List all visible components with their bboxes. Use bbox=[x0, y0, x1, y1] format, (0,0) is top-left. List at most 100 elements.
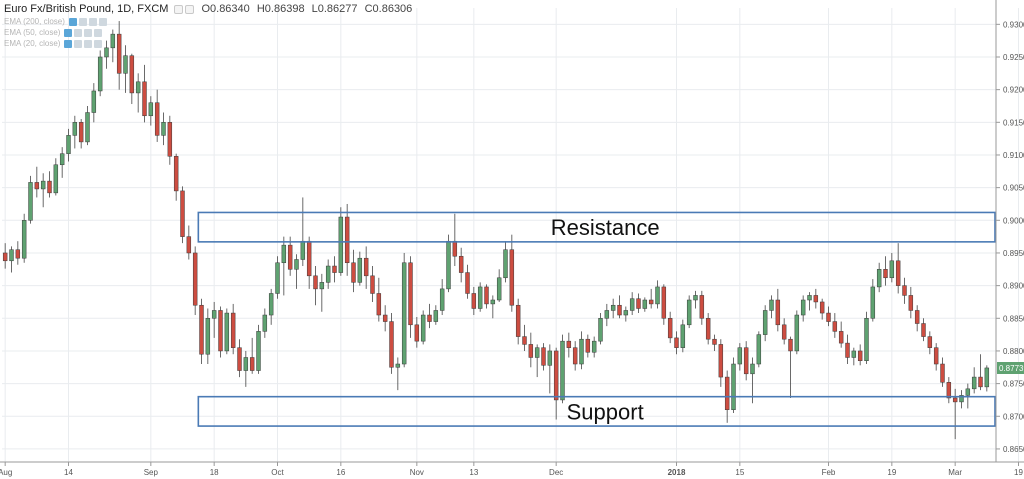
candle bbox=[313, 266, 318, 306]
close-icon[interactable] bbox=[94, 39, 103, 48]
candle-body bbox=[237, 347, 242, 371]
time-tick-label: Mar bbox=[948, 468, 962, 477]
candle bbox=[921, 318, 926, 342]
candle bbox=[661, 284, 667, 325]
eye-icon[interactable] bbox=[64, 39, 73, 48]
candle-body bbox=[161, 122, 166, 136]
time-axis[interactable]: Aug 14 Sep 18 Oct 16 Nov 13 Dec 2018 15 Feb 19 Mar 19 bbox=[0, 461, 1024, 477]
candle-body bbox=[338, 216, 344, 273]
close-icon[interactable] bbox=[98, 17, 107, 26]
candle bbox=[680, 319, 686, 353]
candle bbox=[978, 354, 983, 391]
candle bbox=[123, 45, 128, 93]
candle-body bbox=[363, 257, 369, 277]
candle bbox=[199, 298, 204, 365]
high-label: H bbox=[256, 3, 265, 15]
candle bbox=[344, 203, 350, 276]
candle-body bbox=[249, 357, 255, 371]
candle bbox=[78, 119, 84, 149]
candle-body bbox=[180, 190, 185, 237]
candle bbox=[705, 313, 711, 345]
gear-icon[interactable] bbox=[78, 17, 87, 26]
candle-body bbox=[218, 310, 223, 352]
candle-body bbox=[541, 347, 546, 366]
eye-icon[interactable] bbox=[68, 17, 77, 26]
eye-icon[interactable] bbox=[64, 28, 73, 37]
candle-body bbox=[370, 275, 375, 294]
candle-body bbox=[2, 252, 8, 262]
candle bbox=[9, 246, 14, 273]
candle bbox=[851, 347, 857, 366]
gear-icon[interactable] bbox=[74, 28, 83, 37]
price-axis[interactable]: 0.93000 0.92500 0.92000 0.91500 0.91000 0.905… bbox=[995, 0, 1024, 462]
candle bbox=[180, 186, 185, 244]
settings-icon[interactable] bbox=[185, 4, 195, 14]
time-tick-label: Nov bbox=[410, 468, 424, 477]
price-tick-label: 0.93000 bbox=[1003, 20, 1024, 29]
candle bbox=[579, 331, 584, 370]
indicator-row[interactable]: EMA (50, close) bbox=[4, 28, 416, 37]
candle-body bbox=[610, 304, 616, 311]
candle-body bbox=[534, 347, 540, 358]
candle-body bbox=[427, 314, 432, 322]
indicator-row[interactable]: EMA (20, close) bbox=[4, 39, 416, 48]
last-price-label: 0.87739 bbox=[999, 364, 1024, 373]
candle-body bbox=[287, 244, 293, 270]
plus-icon[interactable] bbox=[84, 39, 93, 48]
compare-icon[interactable] bbox=[174, 4, 184, 14]
candle bbox=[642, 297, 648, 312]
candle-body bbox=[724, 376, 730, 410]
candle-body bbox=[648, 299, 654, 305]
close-icon[interactable] bbox=[94, 28, 103, 37]
candle-body bbox=[617, 304, 622, 316]
candle-body bbox=[173, 156, 179, 192]
candle-body bbox=[47, 180, 52, 194]
candle bbox=[395, 357, 401, 391]
price-tick-label: 0.87500 bbox=[1003, 380, 1024, 389]
candle bbox=[914, 305, 920, 332]
candle-body bbox=[199, 304, 204, 355]
candle bbox=[895, 243, 901, 294]
candle-body bbox=[756, 334, 762, 365]
indicator-row[interactable]: EMA (200, close) bbox=[4, 17, 416, 26]
candle-body bbox=[452, 240, 458, 257]
candle bbox=[224, 308, 230, 355]
candle bbox=[788, 336, 793, 398]
candle bbox=[743, 341, 749, 381]
candle bbox=[363, 246, 369, 289]
support-zone-box bbox=[197, 395, 996, 427]
resistance-label: Resistance bbox=[551, 215, 660, 240]
candle bbox=[699, 290, 705, 325]
candle bbox=[332, 256, 337, 283]
price-tick-label: 0.88000 bbox=[1003, 347, 1024, 356]
plus-icon[interactable] bbox=[84, 28, 93, 37]
plus-icon[interactable] bbox=[88, 17, 97, 26]
price-tick-label: 0.88500 bbox=[1003, 314, 1024, 323]
candle-body bbox=[864, 318, 869, 361]
candle-body bbox=[414, 324, 420, 342]
candle-body bbox=[509, 249, 515, 306]
candle bbox=[908, 286, 914, 319]
candle bbox=[446, 234, 451, 293]
candle-body bbox=[946, 382, 952, 399]
indicator-label: EMA (50, close) bbox=[4, 28, 61, 37]
candle bbox=[218, 306, 223, 358]
gear-icon[interactable] bbox=[74, 39, 83, 48]
time-tick-label: 14 bbox=[64, 468, 73, 477]
candle bbox=[104, 40, 109, 69]
candle bbox=[389, 313, 394, 374]
time-tick-label: 15 bbox=[735, 468, 744, 477]
candle-body bbox=[313, 275, 318, 290]
candle bbox=[142, 64, 147, 123]
candle-body bbox=[604, 310, 610, 319]
candle bbox=[85, 105, 90, 146]
price-tick-label: 0.91500 bbox=[1003, 118, 1024, 127]
price-tick-label: 0.90500 bbox=[1003, 184, 1024, 193]
candle bbox=[300, 197, 306, 267]
candle-body bbox=[167, 122, 173, 157]
price-tick-label: 0.89000 bbox=[1003, 282, 1024, 291]
candle-body bbox=[984, 367, 990, 388]
candle-body bbox=[553, 350, 559, 401]
candle bbox=[2, 243, 8, 269]
